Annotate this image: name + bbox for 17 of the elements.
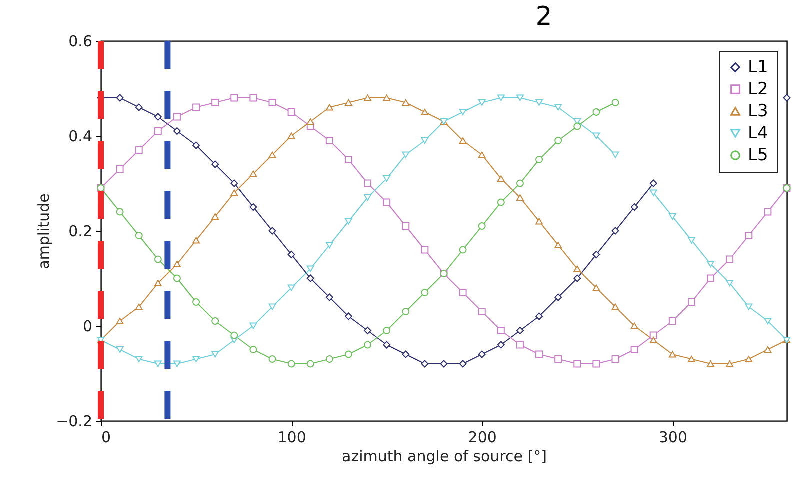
legend-label: L3 <box>748 102 768 122</box>
x-tick-label: 100 <box>278 428 306 446</box>
chart-title: 2 <box>536 2 552 32</box>
y-tick-label: −0.2 <box>56 412 92 430</box>
legend-label: L5 <box>748 146 768 166</box>
y-tick-label: 0.2 <box>68 222 92 240</box>
legend-label: L1 <box>748 58 768 78</box>
y-axis-title: amplitude <box>35 194 54 270</box>
legend-label: L4 <box>748 124 768 144</box>
y-tick-label: 0.4 <box>68 128 92 146</box>
x-tick-label: 0 <box>102 428 112 446</box>
x-tick-label: 200 <box>468 428 497 446</box>
y-tick-label: 0 <box>82 318 92 336</box>
legend-label: L2 <box>748 80 768 100</box>
y-tick-label: 0.6 <box>68 32 92 50</box>
x-tick-label: 300 <box>658 428 688 446</box>
x-axis-title: azimuth angle of source [°] <box>342 448 547 466</box>
